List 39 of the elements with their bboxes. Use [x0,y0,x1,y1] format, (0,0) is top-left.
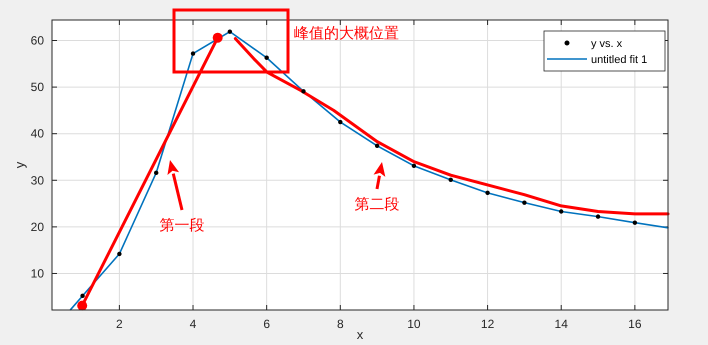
y-tick-label: 50 [30,80,44,94]
point [154,170,158,176]
x-tick-label: 16 [628,317,642,331]
y-tick-label: 20 [30,220,44,234]
x-tick-label: 8 [336,317,344,331]
y-tick-label: 30 [30,173,44,188]
point [228,29,232,34]
point [338,120,342,124]
point [559,209,564,214]
point [412,164,416,168]
point [596,214,600,219]
point [80,294,85,298]
point [264,56,269,60]
x-tick-label: 2 [116,317,124,331]
annotation: 峰值的大概位置 [294,25,399,42]
x-tick-label: 12 [480,317,495,331]
point [374,144,380,148]
x-tick-label: 4 [190,317,197,331]
y-axis-title: y [12,161,27,168]
legend-label: untitled fit 1 [591,54,648,66]
point [117,252,122,256]
point [190,51,196,56]
annotation: 第二段 [354,196,400,213]
point [632,220,638,225]
point [77,300,88,311]
x-axis-title: x [356,327,364,342]
point [522,200,527,205]
y-tick-label: 60 [30,34,44,48]
x-tick-label: 10 [407,317,421,331]
point [212,32,223,43]
annotation: 第一段 [160,217,204,234]
y-tick-label: 40 [30,126,44,141]
legend-label: y vs. x [591,38,623,50]
y-tick-label: 10 [30,266,44,280]
point [485,190,490,196]
point [448,178,453,182]
x-tick-label: 6 [263,317,270,331]
x-tick-label: 14 [554,317,568,331]
point [301,89,306,94]
